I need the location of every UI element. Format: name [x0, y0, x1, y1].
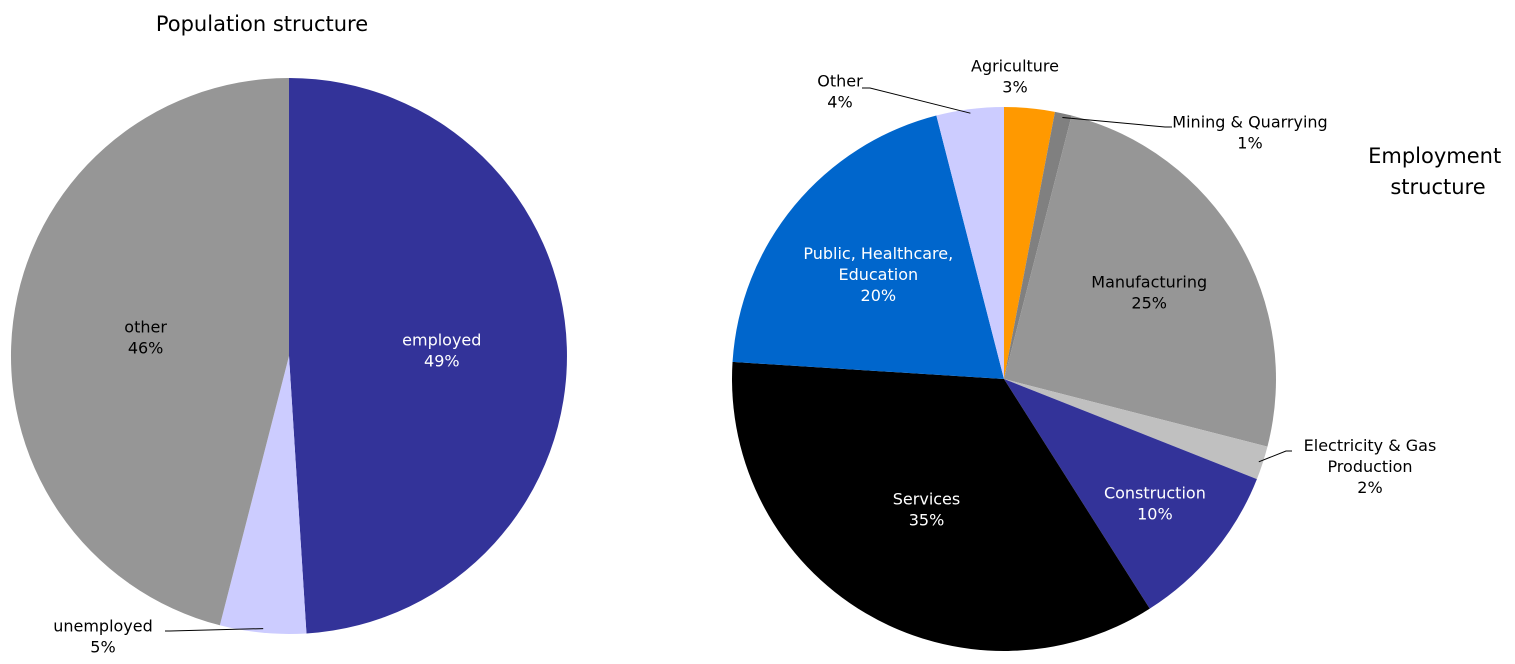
data-label-other: other 46%	[124, 317, 167, 357]
slice-name-services: Services	[893, 490, 960, 509]
slice-name-agriculture: Agriculture	[971, 57, 1059, 76]
slice-manufacturing	[1004, 115, 1276, 447]
employment-title-line-1: Employment	[1368, 144, 1501, 168]
slice-value-public-healthcare-education: 20%	[861, 286, 897, 305]
slice-name-manufacturing: Manufacturing	[1091, 273, 1207, 292]
data-label-employed: employed 49%	[402, 331, 481, 371]
slice-value-other: 4%	[827, 93, 852, 112]
slice-name-other: Other	[817, 72, 863, 91]
employment-chart-title: Employment structure	[1368, 144, 1508, 199]
leader-line-unemployed	[165, 628, 264, 632]
slice-value-mining-quarrying: 1%	[1237, 134, 1262, 153]
slice-name-electricity-gas-production-line-2: Production	[1327, 457, 1412, 476]
slice-value-manufacturing: 25%	[1131, 294, 1167, 313]
slice-value-other: 46%	[128, 338, 164, 357]
population-chart-title: Population structure	[156, 12, 368, 36]
slice-value-employed: 49%	[424, 352, 460, 371]
data-label-public-healthcare-education: Public, Healthcare, Education 20%	[803, 244, 953, 305]
employment-structure-chart: Employment structure Agriculture 3% Mining…	[732, 57, 1508, 651]
population-structure-chart: Population structure employed 49% unemploy…	[10, 12, 567, 657]
slice-value-electricity-gas-production: 2%	[1357, 478, 1382, 497]
slice-services	[732, 361, 1150, 651]
data-label-electricity-gas-production: Electricity & Gas Production 2%	[1304, 436, 1437, 497]
slice-agriculture	[1004, 107, 1055, 379]
slice-value-construction: 10%	[1137, 504, 1173, 523]
slice-value-unemployed: 5%	[90, 638, 115, 657]
slice-name-electricity-gas-production-line-1: Electricity & Gas	[1304, 436, 1437, 455]
slice-other	[936, 107, 1004, 379]
slice-construction	[1004, 379, 1257, 609]
slice-name-other: other	[124, 317, 167, 336]
slice-name-public-healthcare-education-line-2: Education	[838, 265, 918, 284]
slice-other	[10, 78, 290, 626]
slice-value-agriculture: 3%	[1002, 78, 1027, 97]
data-label-agriculture: Agriculture 3%	[971, 57, 1059, 97]
slice-electricity-gas-production	[1004, 379, 1268, 480]
data-label-other: Other 4%	[817, 72, 863, 112]
slice-name-unemployed: unemployed	[53, 617, 153, 636]
slice-name-employed: employed	[402, 331, 481, 350]
slice-name-mining-quarrying: Mining & Quarrying	[1172, 113, 1327, 132]
leader-line-other	[862, 87, 971, 114]
leader-line-electricity-gas-production	[1258, 450, 1292, 463]
data-label-mining-quarrying: Mining & Quarrying 1%	[1172, 113, 1327, 153]
data-label-services: Services 35%	[893, 490, 960, 530]
employment-title-line-2: structure	[1390, 175, 1485, 199]
slice-employed	[289, 78, 567, 634]
slice-name-public-healthcare-education-line-1: Public, Healthcare,	[803, 244, 953, 263]
data-label-manufacturing: Manufacturing 25%	[1091, 273, 1207, 313]
data-label-construction: Construction 10%	[1104, 483, 1206, 523]
slice-public-healthcare-education	[732, 115, 1004, 380]
leader-line-mining-quarrying	[1062, 117, 1172, 128]
data-label-unemployed: unemployed 5%	[53, 617, 153, 657]
slice-name-construction: Construction	[1104, 483, 1206, 502]
slice-mining-quarrying	[1004, 111, 1072, 379]
slice-unemployed	[219, 356, 307, 635]
slice-value-services: 35%	[909, 511, 945, 530]
